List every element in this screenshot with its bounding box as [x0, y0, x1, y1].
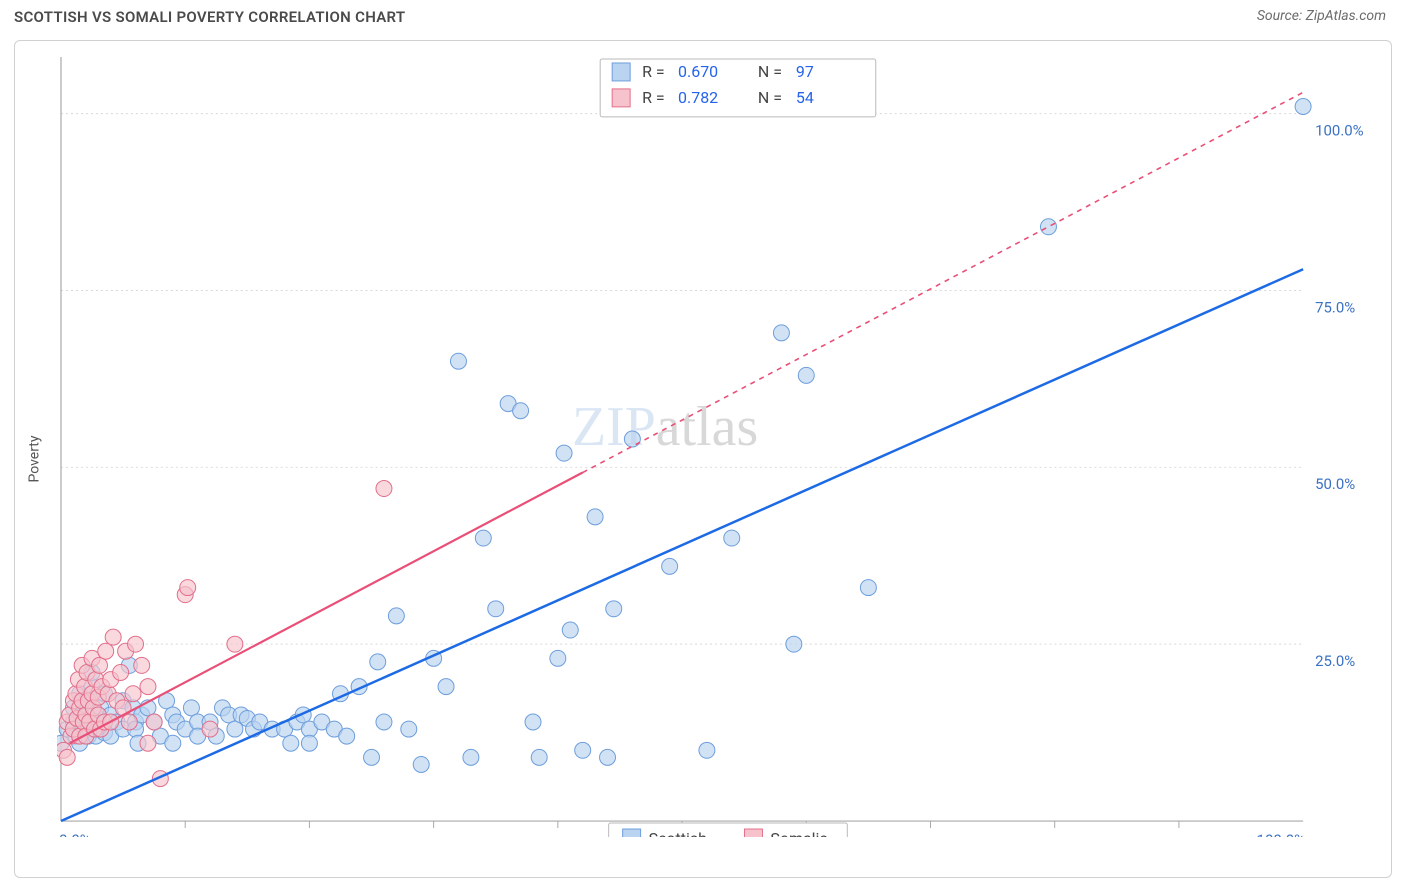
scatter-point	[587, 509, 603, 525]
x-tick-label: 100.0%	[1257, 831, 1306, 837]
y-tick-label: 100.0%	[1315, 122, 1364, 140]
corr-n-value: 97	[796, 62, 814, 81]
scatter-point	[376, 714, 392, 730]
scatter-point	[575, 742, 591, 758]
chart-source: Source: ZipAtlas.com	[1257, 8, 1386, 24]
scatter-point	[183, 700, 199, 716]
scatter-point	[388, 608, 404, 624]
scatter-point	[798, 367, 814, 383]
watermark: ZIPatlas	[572, 396, 758, 458]
scatter-point	[180, 580, 196, 596]
scatter-point	[662, 558, 678, 574]
scatter-point	[121, 714, 137, 730]
scatter-point	[550, 650, 566, 666]
corr-n-value: 54	[796, 88, 814, 107]
corr-r-label: R =	[642, 88, 665, 107]
trend-line-dashed	[583, 92, 1303, 472]
scatter-point	[370, 654, 386, 670]
scatter-point	[301, 735, 317, 751]
scatter-point	[531, 749, 547, 765]
scatter-point	[463, 749, 479, 765]
scatter-point	[140, 679, 156, 695]
scatter-point	[128, 636, 144, 652]
scatter-point	[364, 749, 380, 765]
scatter-point	[513, 403, 529, 419]
scatter-point	[488, 601, 504, 617]
y-tick-label: 75.0%	[1315, 298, 1355, 316]
scatter-plot: 25.0% 50.0% 75.0% 100.0% 0.0% 100.0% ZIPatlas R…	[57, 53, 1379, 837]
chart-title: SCOTTISH VS SOMALI POVERTY CORRELATION C…	[14, 8, 405, 26]
scatter-point	[475, 530, 491, 546]
scatter-point	[140, 735, 156, 751]
corr-n-label: N =	[758, 88, 782, 107]
scatter-point	[113, 664, 129, 680]
scatter-point	[339, 728, 355, 744]
scatter-point	[98, 643, 114, 659]
scatter-point	[376, 481, 392, 497]
scatter-point	[134, 657, 150, 673]
scatter-point	[438, 679, 454, 695]
scatter-point	[525, 714, 541, 730]
scatter-point	[92, 657, 108, 673]
corr-r-value: 0.670	[678, 62, 718, 81]
scatter-point	[125, 686, 141, 702]
scatter-point	[773, 325, 789, 341]
y-tick-label: 25.0%	[1315, 652, 1355, 670]
scatter-point	[860, 580, 876, 596]
trend-line	[61, 269, 1303, 821]
scatter-point	[1295, 99, 1311, 115]
scatter-point	[413, 756, 429, 772]
scatter-point	[600, 749, 616, 765]
header: SCOTTISH VS SOMALI POVERTY CORRELATION C…	[0, 0, 1406, 28]
scatter-point	[283, 735, 299, 751]
scatter-point	[606, 601, 622, 617]
scatter-point	[146, 714, 162, 730]
corr-r-value: 0.782	[678, 88, 718, 107]
scatter-point	[624, 431, 640, 447]
x-tick-label: 0.0%	[59, 831, 91, 837]
legend-swatch	[612, 89, 630, 107]
scatter-point	[401, 721, 417, 737]
legend-label: Somalis	[770, 829, 827, 837]
scatter-point	[105, 629, 121, 645]
y-axis-label: Poverty	[27, 435, 43, 482]
legend-label: Scottish	[649, 829, 707, 837]
scatter-point	[202, 721, 218, 737]
legend-swatch	[744, 829, 762, 837]
corr-n-label: N =	[758, 62, 782, 81]
legend-swatch	[623, 829, 641, 837]
legend-swatch	[612, 63, 630, 81]
scatter-point	[227, 636, 243, 652]
chart-container: Poverty 25.0% 50.0% 75.0% 100.0% 0.0% 100.0% Z…	[14, 40, 1392, 878]
scatter-point	[724, 530, 740, 546]
scatter-point	[450, 353, 466, 369]
scatter-point	[562, 622, 578, 638]
scatter-point	[59, 749, 75, 765]
scatter-point	[699, 742, 715, 758]
corr-r-label: R =	[642, 62, 665, 81]
scatter-point	[556, 445, 572, 461]
scatter-point	[165, 735, 181, 751]
y-tick-label: 50.0%	[1315, 475, 1355, 493]
scatter-point	[786, 636, 802, 652]
scatter-point	[115, 700, 131, 716]
scatter-point	[1040, 219, 1056, 235]
